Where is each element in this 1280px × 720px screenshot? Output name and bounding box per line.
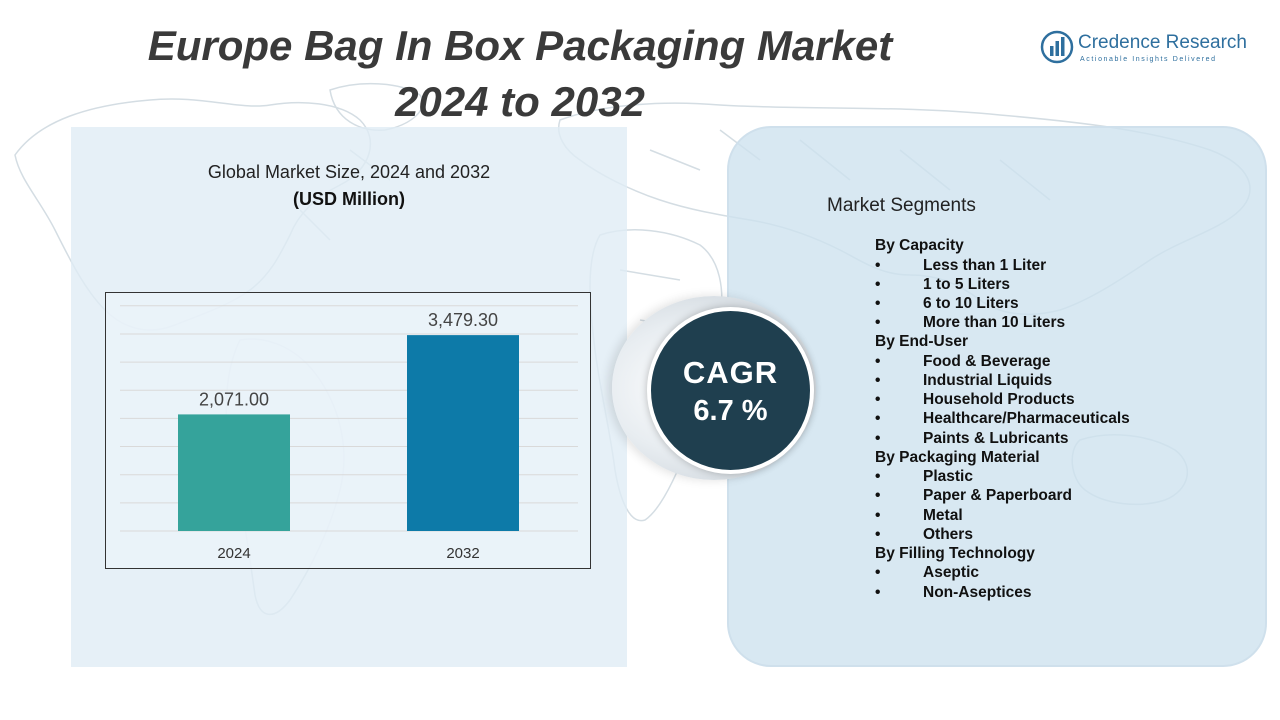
segment-item: • Healthcare/Pharmaceuticals	[875, 409, 1130, 428]
segment-item-label: Aseptic	[923, 564, 979, 582]
segment-item: • Food & Beverage	[875, 352, 1050, 371]
bullet: •	[875, 487, 881, 505]
segment-item-label: Paints & Lubricants	[923, 429, 1069, 447]
segment-item-label: Plastic	[923, 468, 973, 486]
segments-panel	[727, 126, 1267, 667]
bullet: •	[875, 410, 881, 428]
segments-title: Market Segments	[827, 195, 976, 216]
x-tick-label-2032: 2032	[446, 545, 479, 562]
segment-category: By Capacity	[875, 237, 964, 254]
bar-chart-svg: 2,071.00 2024 3,479.30 2032	[120, 305, 578, 562]
segment-item-label: More than 10 Liters	[923, 314, 1066, 332]
logo-name: Credence Research	[1078, 32, 1247, 53]
bar-2032	[407, 335, 519, 531]
segment-item: • Paper & Paperboard	[875, 486, 1072, 505]
bar-2024	[178, 414, 290, 531]
bullet: •	[875, 352, 881, 370]
segment-item-label: Metal	[923, 506, 963, 524]
bullet: •	[875, 583, 881, 601]
segment-item: • Non-Aseptices	[875, 583, 1040, 602]
segment-item: • Aseptic	[875, 563, 1040, 582]
segment-item: • Industrial Liquids	[875, 371, 1052, 390]
segment-item: • 6 to 10 Liters	[875, 294, 1040, 313]
bullet: •	[875, 314, 881, 332]
data-label-2032: 3,479.30	[428, 310, 498, 330]
segment-item-label: Paper & Paperboard	[923, 487, 1073, 505]
title-line-1: Europe Bag In Box Packaging Market	[147, 22, 893, 69]
cagr-badge: CAGR 6.7 %	[647, 307, 814, 474]
cagr-value: 6.7 %	[693, 395, 768, 427]
segment-item-label: 1 to 5 Liters	[923, 275, 1010, 293]
bullet: •	[875, 429, 881, 447]
bullet: •	[875, 525, 881, 543]
bullet: •	[875, 506, 881, 524]
segment-category: By Filling Technology	[875, 544, 1035, 562]
bullet: •	[875, 564, 881, 582]
segment-item: • Paints & Lubricants	[875, 429, 1069, 448]
bullet: •	[875, 275, 881, 293]
segment-item: • Others	[875, 525, 1040, 544]
chart-unit: (USD Million)	[293, 189, 405, 209]
segment-item-label: 6 to 10 Liters	[923, 294, 1019, 312]
segment-item-label: Household Products	[923, 391, 1075, 409]
x-tick-label-2024: 2024	[217, 545, 250, 562]
logo-tagline: Actionable Insights Delivered	[1080, 56, 1217, 63]
segment-item-label: Non-Aseptices	[923, 583, 1032, 601]
segment-item: • Plastic	[875, 467, 1040, 486]
segment-item-label: Industrial Liquids	[923, 371, 1053, 389]
segment-item: • 1 to 5 Liters	[875, 275, 1040, 294]
bullet: •	[875, 371, 881, 389]
title-line-2: 2024 to 2032	[395, 78, 645, 125]
bullet: •	[875, 256, 881, 274]
chart-heading: Global Market Size, 2024 and 2032	[207, 162, 491, 182]
bar-chart: 2,071.00 2024 3,479.30 2032	[105, 292, 591, 569]
credence-research-logo: Credence Research Actionable Insights De…	[1040, 30, 1255, 70]
bullet: •	[875, 294, 881, 312]
bullet: •	[875, 391, 881, 409]
data-label-2024: 2,071.00	[199, 389, 269, 409]
segments-list: By Capacity • Less than 1 Liter • 1 to 5 Lit…	[875, 236, 1130, 602]
segment-item: • Less than 1 Liter	[875, 256, 1046, 275]
cagr-label: CAGR	[682, 355, 779, 390]
segment-item: • Household Products	[875, 390, 1075, 409]
segment-item-label: Healthcare/Pharmaceuticals	[923, 410, 1130, 428]
bar-chart-logo-icon	[1040, 30, 1074, 64]
bullet: •	[875, 468, 881, 486]
segment-item-label: Others	[923, 525, 973, 543]
page-title: Europe Bag In Box Packaging Market 2024 …	[70, 18, 970, 130]
segment-item: • More than 10 Liters	[875, 313, 1065, 332]
segment-category: By Packaging Material	[875, 448, 1040, 466]
segment-item-label: Food & Beverage	[923, 352, 1051, 370]
segment-item-label: Less than 1 Liter	[923, 256, 1047, 274]
segment-item: • Metal	[875, 506, 1040, 525]
segment-category: By End-User	[875, 333, 969, 351]
